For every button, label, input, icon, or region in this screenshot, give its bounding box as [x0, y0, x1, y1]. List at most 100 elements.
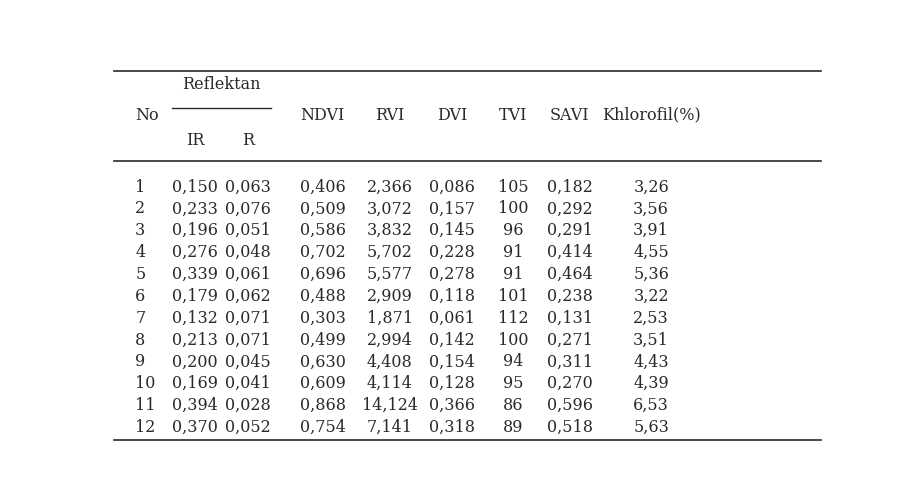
Text: 0,370: 0,370 — [172, 419, 218, 436]
Text: 0,630: 0,630 — [299, 354, 345, 371]
Text: 100: 100 — [497, 200, 528, 218]
Text: 3,22: 3,22 — [632, 288, 669, 305]
Text: 5,702: 5,702 — [366, 244, 412, 261]
Text: 6,53: 6,53 — [632, 397, 669, 414]
Text: IR: IR — [186, 132, 204, 149]
Text: 0,303: 0,303 — [299, 310, 345, 327]
Text: 5: 5 — [135, 266, 145, 283]
Text: 6: 6 — [135, 288, 145, 305]
Text: 0,182: 0,182 — [547, 179, 592, 196]
Text: 0,464: 0,464 — [547, 266, 592, 283]
Text: 0,414: 0,414 — [547, 244, 592, 261]
Text: 9: 9 — [135, 354, 145, 371]
Text: 0,048: 0,048 — [225, 244, 271, 261]
Text: 89: 89 — [503, 419, 523, 436]
Text: 0,169: 0,169 — [172, 375, 218, 392]
Text: 3,56: 3,56 — [632, 200, 669, 218]
Text: 0,278: 0,278 — [428, 266, 475, 283]
Text: 105: 105 — [497, 179, 528, 196]
Text: 0,045: 0,045 — [225, 354, 271, 371]
Text: 4,114: 4,114 — [366, 375, 412, 392]
Text: 0,154: 0,154 — [428, 354, 475, 371]
Text: 0,702: 0,702 — [300, 244, 345, 261]
Text: 4,43: 4,43 — [632, 354, 669, 371]
Text: 95: 95 — [503, 375, 523, 392]
Text: 14,124: 14,124 — [362, 397, 417, 414]
Text: 2,53: 2,53 — [632, 310, 669, 327]
Text: 2: 2 — [135, 200, 145, 218]
Text: 0,518: 0,518 — [547, 419, 592, 436]
Text: 0,233: 0,233 — [172, 200, 218, 218]
Text: R: R — [242, 132, 254, 149]
Text: 3,832: 3,832 — [366, 222, 412, 239]
Text: 8: 8 — [135, 332, 145, 349]
Text: NDVI: NDVI — [300, 107, 344, 124]
Text: 0,291: 0,291 — [547, 222, 592, 239]
Text: 0,200: 0,200 — [172, 354, 218, 371]
Text: 0,041: 0,041 — [225, 375, 271, 392]
Text: 0,228: 0,228 — [428, 244, 475, 261]
Text: 0,406: 0,406 — [300, 179, 345, 196]
Text: 0,062: 0,062 — [225, 288, 271, 305]
Text: 5,63: 5,63 — [632, 419, 669, 436]
Text: 0,128: 0,128 — [428, 375, 475, 392]
Text: 0,609: 0,609 — [299, 375, 345, 392]
Text: 0,311: 0,311 — [547, 354, 592, 371]
Text: 0,196: 0,196 — [172, 222, 218, 239]
Text: 0,394: 0,394 — [172, 397, 218, 414]
Text: 3,26: 3,26 — [632, 179, 669, 196]
Text: 0,061: 0,061 — [225, 266, 271, 283]
Text: 0,276: 0,276 — [172, 244, 218, 261]
Text: 0,499: 0,499 — [299, 332, 345, 349]
Text: 101: 101 — [497, 288, 528, 305]
Text: 112: 112 — [497, 310, 528, 327]
Text: 2,994: 2,994 — [366, 332, 412, 349]
Text: 100: 100 — [497, 332, 528, 349]
Text: 1,871: 1,871 — [366, 310, 413, 327]
Text: 0,071: 0,071 — [225, 332, 271, 349]
Text: 0,318: 0,318 — [428, 419, 475, 436]
Text: 11: 11 — [135, 397, 156, 414]
Text: 0,586: 0,586 — [299, 222, 345, 239]
Text: 0,868: 0,868 — [299, 397, 345, 414]
Text: 2,909: 2,909 — [366, 288, 412, 305]
Text: SAVI: SAVI — [549, 107, 589, 124]
Text: 0,132: 0,132 — [172, 310, 218, 327]
Text: 0,271: 0,271 — [547, 332, 592, 349]
Text: 0,238: 0,238 — [547, 288, 592, 305]
Text: 3: 3 — [135, 222, 145, 239]
Text: 5,577: 5,577 — [366, 266, 413, 283]
Text: 0,292: 0,292 — [547, 200, 592, 218]
Text: 0,028: 0,028 — [225, 397, 271, 414]
Text: 3,51: 3,51 — [632, 332, 669, 349]
Text: 3,072: 3,072 — [366, 200, 412, 218]
Text: 2,366: 2,366 — [366, 179, 412, 196]
Text: 0,339: 0,339 — [172, 266, 218, 283]
Text: 4: 4 — [135, 244, 145, 261]
Text: 0,596: 0,596 — [547, 397, 592, 414]
Text: 0,118: 0,118 — [428, 288, 475, 305]
Text: 0,052: 0,052 — [225, 419, 271, 436]
Text: 0,131: 0,131 — [547, 310, 592, 327]
Text: 96: 96 — [503, 222, 523, 239]
Text: 0,142: 0,142 — [428, 332, 475, 349]
Text: 3,91: 3,91 — [632, 222, 669, 239]
Text: 0,696: 0,696 — [299, 266, 345, 283]
Text: Khlorofil(%): Khlorofil(%) — [601, 107, 700, 124]
Text: 7,141: 7,141 — [366, 419, 412, 436]
Text: 0,145: 0,145 — [428, 222, 475, 239]
Text: 0,366: 0,366 — [428, 397, 475, 414]
Text: 0,086: 0,086 — [428, 179, 475, 196]
Text: 0,076: 0,076 — [225, 200, 271, 218]
Text: 4,408: 4,408 — [366, 354, 412, 371]
Text: 94: 94 — [503, 354, 523, 371]
Text: 0,270: 0,270 — [547, 375, 592, 392]
Text: 0,213: 0,213 — [172, 332, 218, 349]
Text: 4,39: 4,39 — [632, 375, 669, 392]
Text: DVI: DVI — [436, 107, 466, 124]
Text: 0,488: 0,488 — [299, 288, 345, 305]
Text: 0,051: 0,051 — [225, 222, 271, 239]
Text: 10: 10 — [135, 375, 156, 392]
Text: 0,157: 0,157 — [428, 200, 475, 218]
Text: 1: 1 — [135, 179, 145, 196]
